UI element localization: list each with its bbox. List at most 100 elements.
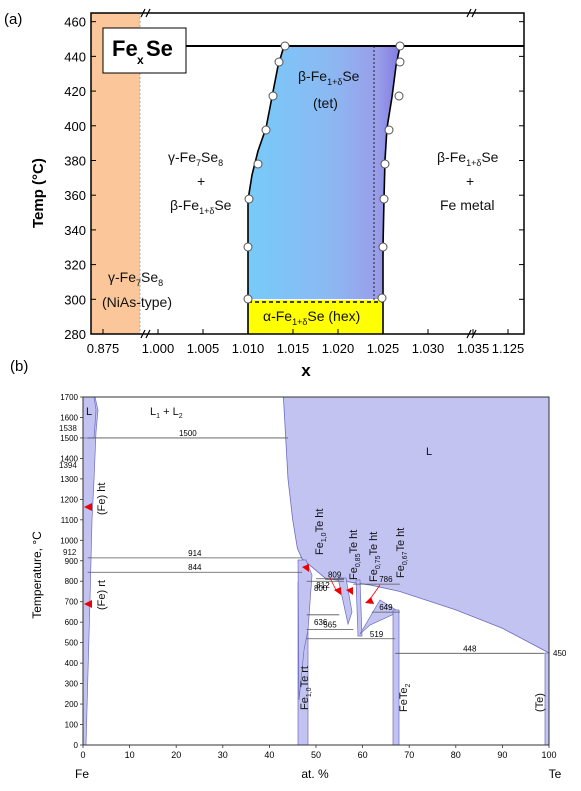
point [243,294,253,304]
y-tick-label: 1500 [60,434,78,443]
isotherm-label: 1500 [179,429,197,438]
isotherm-label: 636 [314,618,328,627]
break-mark [466,8,472,18]
x-tick-label: 1.015 [277,341,310,356]
legend: Fe x Se [112,36,173,67]
y-tick-label: 1700 [60,393,78,402]
y-tick-label: 1300 [60,475,78,484]
panel-a-x-ticks: 0.875 1.000 1.005 1.010 1.015 1.020 1.025 1.030… [87,329,525,356]
y-tick-label: 300 [65,680,79,689]
panel-a-x-axis-label: x [301,361,311,380]
break-mark [471,329,477,339]
x-tick-label: 1.125 [492,341,525,356]
isotherm-label: 786 [379,575,393,584]
x-tick-label: 90 [497,750,507,760]
x-tick-label: 1.010 [232,341,265,356]
tet-label: (tet) [313,95,338,111]
axis-breaks [140,8,477,339]
isotherm-label: 809 [328,570,342,579]
y-tick-label: 400 [65,659,79,668]
label-fe075te-ht: Fe0,75Te ht [368,532,382,582]
special-temps: 1538 1394 912 [59,424,77,557]
measurement-points [243,41,405,304]
y-tick-label: 380 [64,153,86,168]
right-phase-boundary [382,45,401,334]
x-tick-label: 10 [125,750,135,760]
label-fe067te-ht: Fe0,67Te ht [395,528,409,578]
x-tick-label: 1.030 [412,341,445,356]
x-tick-label: 1.000 [142,341,175,356]
label-fe-ht: (Fe) ht [96,483,108,515]
x-right-component: Te [549,767,562,781]
fe1te-ht-wedge [297,559,313,701]
label-l-main: L [426,446,432,458]
arrow-icon [302,564,309,572]
break-mark [466,329,472,339]
arrow-icon [84,600,92,608]
panel-a-label: (a) [4,11,22,28]
y-tick-label: 700 [65,598,79,607]
temp-912: 912 [63,548,77,557]
label-fe085te-ht: Fe0,85Te ht [348,530,362,580]
y-tick-label: 200 [65,700,79,709]
isotherm-label: 812 [316,581,330,590]
fete2-column [392,609,400,746]
fe-metal-label: Fe metal [440,197,494,213]
gamma-fe7se8-label: γ-Fe7Se8 [168,149,223,168]
arrow-icon [334,587,341,595]
isotherm-label: 800 [314,584,328,593]
isotherm-label: 565 [323,620,337,629]
y-tick-label: 460 [64,15,86,30]
y-tick-label: 360 [64,188,86,203]
plus-2: + [466,173,474,189]
y-tick-label: 400 [64,119,86,134]
fe075te-wedge [355,579,363,637]
point [261,125,271,135]
beta-metal-label: β-Fe1+δSe [437,149,499,168]
panel-b-y-axis-label: Temperature, °C [30,531,44,619]
point [280,41,290,51]
y-tick-label: 1000 [60,536,78,545]
alpha-hex-region [248,300,383,334]
x-tick-label: 40 [264,750,274,760]
legend-x: x [137,53,144,67]
point [394,91,404,101]
label-fe1te-ht: Fe1,0Te ht [314,509,328,555]
point [379,194,389,204]
alpha-hex-label: α-Fe1+δSe (hex) [263,308,360,327]
panel-b-x-ticks: 0 10 20 30 40 50 60 70 80 90 100 [80,745,557,760]
x-tick-label: 60 [358,750,368,760]
break-mark [471,8,477,18]
arrow-line [367,584,381,603]
isotherm-label: 519 [370,630,384,639]
y-tick-label: 0 [74,741,79,750]
isotherm-label: 649 [379,603,393,612]
x-tick-label: 70 [404,750,414,760]
panel-b-label: (b) [10,358,28,375]
label-fe1te-rt: Fe1,0Te rt [299,666,313,710]
red-arrow-lines [329,577,381,603]
label-l-left: L [86,406,92,418]
x-tick-label: 1.020 [322,341,355,356]
point [243,242,253,252]
plus-1: + [197,173,205,189]
arrow-line [329,577,337,591]
label-l1-l2: L1 + L2 [150,406,183,420]
panel-b: (b) 150091484480981280078663664956551944… [10,358,567,781]
panel-a: (a) [4,8,525,380]
panel-b-x-axis-label: at. % [301,767,329,781]
y-tick-label: 1400 [60,454,78,463]
x-tick-label: 20 [171,750,181,760]
x-tick-label: 100 [541,750,556,760]
break-mark [145,329,151,339]
arrow-icon [346,587,353,595]
panel-a-y-axis-label: Temp (°C) [30,158,47,228]
y-tick-label: 440 [64,49,86,64]
beta-fe-label: β-Fe1+δSe [170,197,232,216]
x-tick-label: 1.035 [457,341,490,356]
point [395,41,405,51]
point [378,242,388,252]
isotherm-label: 844 [188,563,202,572]
region-labels: γ-Fe7Se8 + β-Fe1+δSe β-Fe1+δSe (tet) β-F… [102,68,499,327]
